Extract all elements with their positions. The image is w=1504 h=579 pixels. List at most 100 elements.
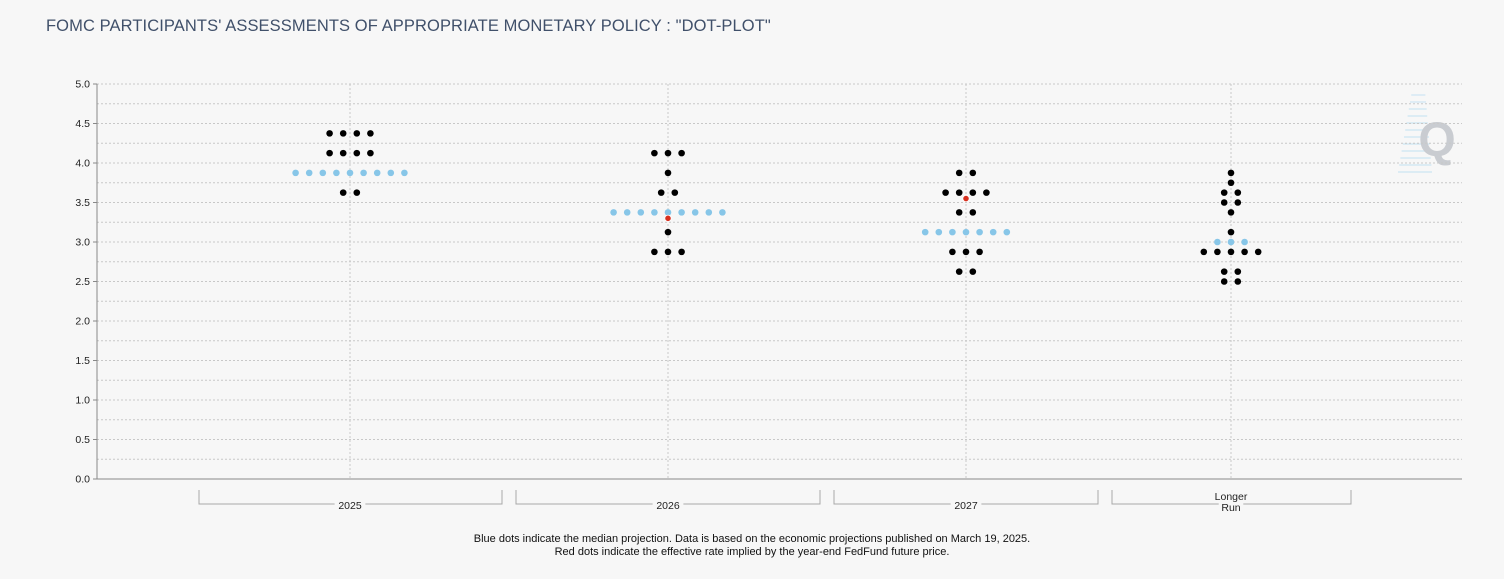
participant-dot (976, 248, 983, 256)
y-tick-label: 1.5 (75, 355, 90, 367)
futures-implied-dots (664, 194, 970, 222)
participant-dot (1220, 199, 1228, 206)
participant-dot (1220, 189, 1228, 196)
category-label-bg (1218, 502, 1244, 513)
participant-dot (1220, 268, 1228, 275)
category-label: Run (1221, 502, 1240, 514)
median-dot (921, 228, 929, 236)
median-dot (292, 169, 299, 177)
participant-dot (955, 189, 963, 196)
footnote-futures: Red dots indicate the effective rate imp… (554, 546, 950, 558)
median-dot (401, 169, 408, 177)
median-dots (292, 169, 1248, 246)
median-dot (664, 209, 672, 216)
median-dot (387, 169, 395, 177)
median-dot (305, 169, 313, 177)
median-dot (1241, 238, 1248, 246)
participant-dot (326, 149, 333, 157)
category-label: 2026 (656, 500, 680, 512)
y-tick-label: 3.0 (75, 237, 90, 249)
category-label: 2027 (954, 500, 978, 512)
participant-dot (326, 130, 333, 137)
median-dot (1227, 238, 1235, 246)
y-tick-label: 1.0 (75, 395, 90, 407)
median-dot (691, 209, 699, 216)
y-tick-label: 0.0 (75, 474, 90, 486)
median-dot (935, 228, 943, 236)
y-tick-label: 5.0 (75, 79, 90, 91)
median-dot (373, 169, 381, 177)
category-label-bg (652, 500, 684, 511)
participant-dot (969, 268, 977, 275)
median-dot (976, 228, 983, 236)
y-ticks: 0.0 0.5 1.0 1.5 2.0 2.5 3.0 3.5 4.0 4.5 5.0 (75, 79, 97, 486)
median-dot (678, 209, 685, 216)
y-tick-label: 0.5 (75, 434, 90, 446)
participant-dot (1234, 268, 1242, 275)
category-label-bg (334, 500, 366, 511)
participant-dot (983, 189, 990, 196)
y-tick-label: 2.0 (75, 316, 90, 328)
participant-dot (942, 189, 949, 196)
participant-dot (1220, 278, 1228, 285)
watermark-letter: Q (1418, 114, 1455, 167)
watermark-logo: Q (1398, 94, 1456, 173)
participant-dot (664, 228, 672, 236)
participant-dot (339, 130, 347, 137)
median-dot (623, 209, 631, 216)
median-dot (333, 169, 340, 177)
y-tick-label: 4.0 (75, 158, 90, 170)
participant-dots (326, 130, 1262, 285)
participant-dot (657, 189, 665, 196)
category-label: Longer (1215, 491, 1248, 503)
median-dot (651, 209, 658, 216)
median-dot (989, 228, 997, 236)
y-tick-label: 2.5 (75, 276, 90, 288)
participant-dot (353, 189, 361, 196)
median-dot (719, 209, 726, 216)
participant-dot (969, 209, 977, 216)
y-tick-label: 3.5 (75, 197, 90, 209)
category-label-bg (1209, 491, 1253, 502)
median-dot (962, 228, 970, 236)
participant-dot (651, 248, 658, 256)
median-dot (1214, 238, 1221, 246)
participant-dot (962, 248, 970, 256)
participant-dot (1227, 179, 1235, 187)
participant-dot (339, 149, 347, 157)
participant-dot (678, 248, 685, 256)
participant-dot (678, 149, 685, 157)
participant-dot (1234, 278, 1242, 285)
participant-dot (969, 169, 977, 177)
median-dot (1003, 228, 1011, 236)
participant-dot (367, 149, 374, 157)
participant-dot (1227, 228, 1235, 236)
participant-dot (1234, 189, 1242, 196)
category-label-bg (950, 500, 982, 511)
participant-dot (969, 189, 977, 196)
participant-dot (353, 149, 361, 157)
footnote-median: Blue dots indicate the median projection… (473, 533, 1031, 545)
participant-dot (955, 268, 963, 275)
participant-dot (1241, 248, 1248, 256)
participant-dot (664, 248, 672, 256)
participant-dot (1227, 248, 1235, 256)
futures-implied-dot (962, 194, 970, 203)
participant-dot (339, 189, 347, 196)
participant-dot (353, 130, 361, 137)
participant-dot (664, 149, 672, 157)
median-dot (360, 169, 367, 177)
participant-dot (671, 189, 679, 196)
participant-dot (1254, 248, 1262, 256)
participant-dot (1234, 199, 1242, 206)
participant-dot (955, 209, 963, 216)
median-dot (610, 209, 617, 216)
y-tick-label: 4.5 (75, 118, 90, 130)
median-dot (949, 228, 956, 236)
participant-dot (1227, 169, 1235, 177)
futures-implied-dot (664, 214, 672, 222)
participant-dot (651, 149, 658, 157)
